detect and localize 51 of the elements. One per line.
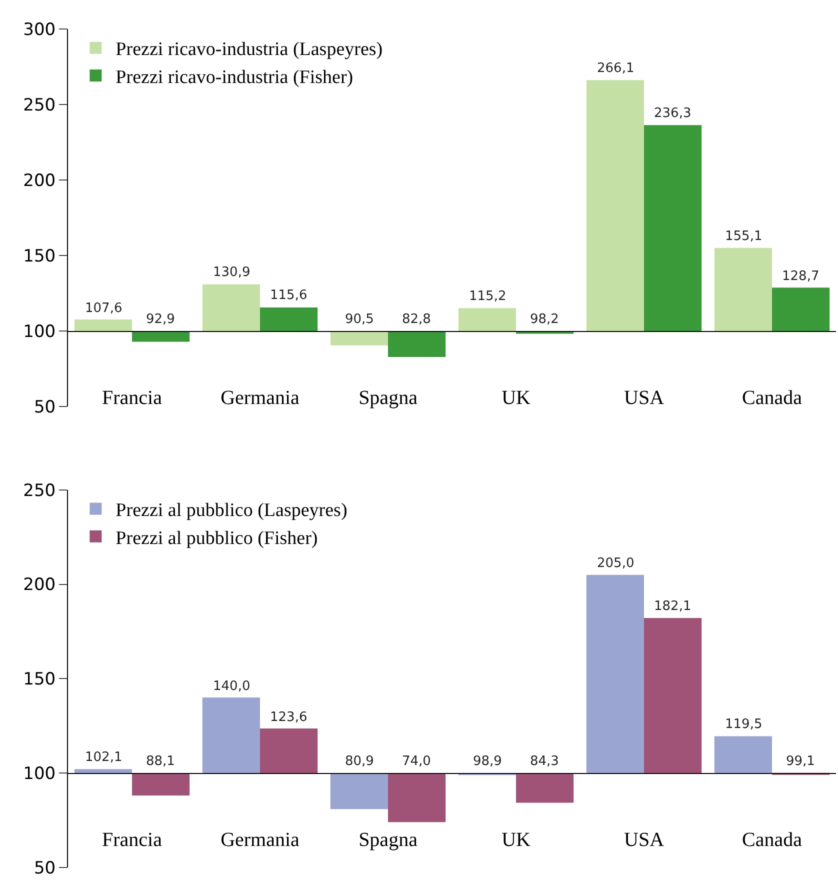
data-label: 84,3 [530, 754, 559, 769]
data-label: 92,9 [146, 312, 175, 327]
x-tick-label: USA [624, 829, 665, 852]
data-label: 107,6 [85, 301, 122, 316]
data-label: 128,7 [782, 269, 820, 284]
x-tick-label: Spagna [358, 829, 418, 852]
y-tick-label: 100 [23, 322, 56, 342]
legend-label: Prezzi al pubblico (Fisher) [116, 528, 318, 549]
data-label: 80,9 [345, 754, 374, 769]
y-tick-label: 100 [23, 764, 56, 784]
y-tick-label: 50 [34, 858, 56, 878]
data-label: 123,6 [270, 710, 308, 725]
data-label: 115,6 [270, 288, 308, 303]
x-tick-label: Spagna [358, 387, 418, 410]
legend-label: Prezzi ricavo-industria (Laspeyres) [116, 39, 383, 60]
data-label: 98,9 [473, 754, 502, 769]
data-label: 266,1 [597, 61, 634, 76]
y-tick-label: 50 [34, 397, 56, 418]
x-tick-label: Canada [742, 829, 802, 852]
data-label: 236,3 [654, 106, 692, 121]
data-label: 130,9 [213, 265, 250, 280]
x-tick-label: Germania [220, 829, 300, 852]
x-tick-label: USA [624, 387, 665, 410]
data-label: 82,8 [402, 312, 431, 327]
y-tick-label: 150 [23, 246, 56, 266]
data-label: 99,1 [786, 754, 815, 769]
y-tick-label: 300 [23, 20, 56, 40]
data-label: 155,1 [725, 229, 762, 244]
x-tick-label: Germania [220, 387, 300, 410]
data-label: 98,2 [530, 312, 559, 327]
x-tick-label: Francia [102, 387, 162, 410]
legend-label: Prezzi ricavo-industria (Fisher) [116, 66, 354, 88]
data-label: 119,5 [725, 717, 762, 732]
y-tick-label: 200 [23, 170, 56, 191]
x-tick-label: Canada [742, 387, 802, 410]
data-label: 205,0 [597, 556, 634, 571]
data-label: 88,1 [146, 754, 175, 769]
x-tick-label: UK [502, 829, 531, 852]
data-label: 74,0 [402, 754, 431, 769]
y-tick-label: 250 [23, 480, 56, 501]
x-tick-label: UK [502, 387, 531, 410]
x-tick-label: Francia [102, 829, 162, 852]
data-label: 140,0 [213, 679, 250, 694]
legend-label: Prezzi al pubblico (Laspeyres) [116, 500, 348, 522]
y-tick-label: 200 [23, 575, 56, 596]
data-label: 182,1 [654, 599, 692, 614]
data-label: 115,2 [469, 289, 506, 304]
data-label: 102,1 [85, 750, 122, 765]
y-tick-label: 250 [23, 95, 56, 116]
data-label: 90,5 [345, 312, 374, 327]
y-tick-label: 150 [23, 670, 56, 690]
